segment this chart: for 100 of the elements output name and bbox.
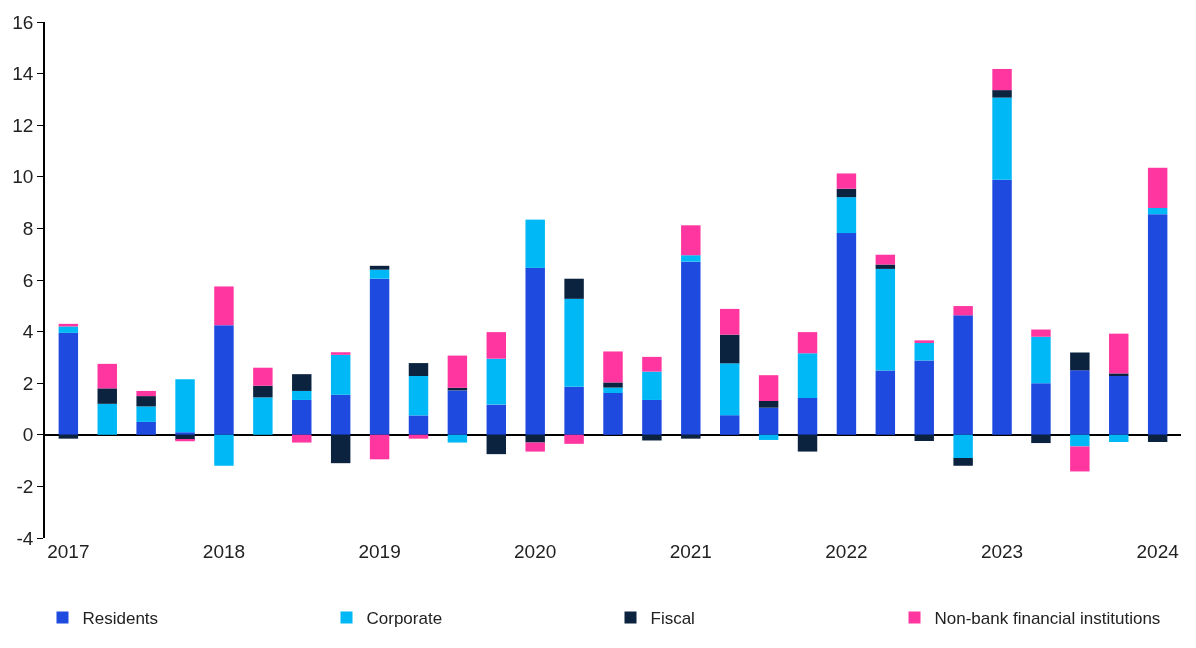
bar: [292, 374, 312, 391]
bar: [681, 225, 701, 256]
bar: [136, 390, 156, 397]
x-tick-label: 2023: [980, 541, 1024, 562]
bar: [214, 434, 234, 466]
bar: [97, 388, 117, 404]
bar: [330, 352, 351, 355]
bar: [525, 434, 545, 443]
bar: [992, 97, 1012, 180]
bar: [525, 267, 545, 435]
bar: [875, 254, 896, 265]
bar: [1147, 167, 1168, 209]
bar: [914, 342, 934, 361]
bar: [486, 332, 507, 359]
bar: [369, 434, 390, 460]
bar: [758, 434, 779, 440]
bar: [642, 434, 662, 441]
bar: [914, 434, 934, 441]
bar: [486, 434, 507, 455]
bar: [136, 406, 156, 422]
y-tick-label: 10: [12, 166, 34, 188]
bar: [953, 315, 973, 435]
bar: [292, 434, 312, 443]
bar: [1070, 434, 1090, 447]
bar: [758, 401, 779, 408]
bar: [136, 396, 156, 407]
bar: [408, 434, 429, 439]
bar: [719, 334, 740, 364]
bar: [175, 379, 195, 433]
bar: [214, 325, 234, 435]
y-tick-label: 0: [22, 424, 34, 446]
bar: [97, 403, 117, 435]
bar: [642, 356, 662, 372]
bar: [408, 363, 429, 376]
bar: [642, 371, 662, 400]
legend-label: Residents: [82, 609, 159, 629]
bar: [1109, 375, 1129, 435]
bar: [953, 458, 973, 466]
x-tick-label: 2024: [1136, 541, 1180, 562]
bar: [330, 434, 351, 464]
bar: [797, 353, 818, 398]
bar: [1109, 373, 1129, 376]
bar: [758, 407, 779, 435]
bar: [1031, 329, 1051, 337]
bar: [58, 326, 79, 333]
bar: [1070, 370, 1090, 435]
y-tick-label: 6: [22, 269, 34, 291]
bar: [408, 415, 429, 435]
bar: [564, 434, 584, 444]
bar: [136, 421, 156, 435]
bar: [603, 387, 623, 393]
x-tick-label: 2018: [202, 541, 246, 562]
y-tick-label: -2: [16, 476, 34, 498]
bar: [1031, 434, 1051, 444]
bar: [58, 332, 79, 435]
bar: [447, 355, 468, 388]
bar: [953, 434, 973, 459]
bar: [797, 434, 818, 452]
bar: [564, 386, 584, 435]
bar: [369, 269, 390, 279]
bar: [681, 255, 701, 262]
bar: [525, 442, 545, 452]
bar: [253, 367, 273, 386]
x-tick-label: 2020: [514, 541, 557, 562]
bar: [681, 261, 701, 435]
bar: [214, 286, 234, 326]
y-tick-label: 2: [22, 372, 34, 394]
bar: [681, 434, 701, 439]
bar: [1070, 446, 1090, 472]
y-tick-label: 8: [22, 218, 34, 240]
bar: [836, 233, 857, 435]
bar: [836, 188, 857, 198]
bar: [58, 434, 79, 439]
legend-label: Fiscal: [650, 609, 695, 629]
bar: [97, 363, 117, 389]
bar: [992, 179, 1012, 435]
bar: [797, 332, 818, 354]
bar: [992, 68, 1012, 91]
bar: [953, 306, 973, 316]
x-tick-label: 2022: [825, 541, 868, 562]
bar: [1109, 434, 1129, 443]
bar: [603, 393, 623, 435]
legend-label: Corporate: [366, 609, 443, 629]
bar: [1031, 336, 1051, 384]
bar: [292, 390, 312, 400]
bar: [486, 358, 507, 405]
bar: [253, 385, 273, 398]
bar: [447, 390, 468, 435]
bar: [914, 360, 934, 435]
bar: [253, 397, 273, 435]
bar: [603, 382, 623, 388]
bar: [914, 340, 934, 343]
bar: [408, 375, 429, 416]
x-tick-label: 2019: [358, 541, 401, 562]
bar: [175, 439, 195, 442]
bar: [836, 173, 857, 189]
bar: [175, 432, 195, 435]
bar: [330, 354, 351, 395]
bar: [1147, 208, 1168, 215]
bar: [1031, 383, 1051, 435]
